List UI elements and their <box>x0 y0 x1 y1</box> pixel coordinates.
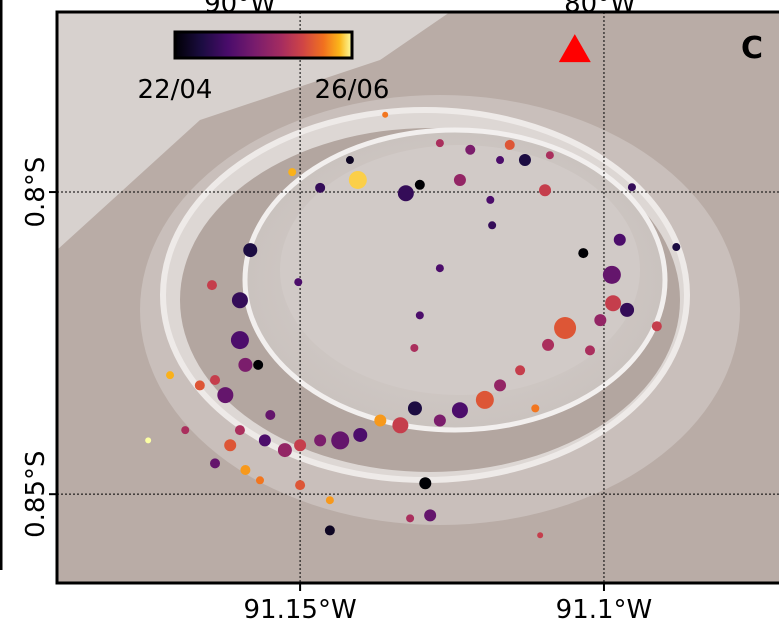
event-point <box>235 425 245 435</box>
event-point <box>415 180 425 190</box>
event-point <box>585 345 595 355</box>
event-point <box>496 156 504 164</box>
y-tick-label: 0.8°S <box>21 157 51 228</box>
event-point <box>210 375 220 385</box>
event-point <box>628 183 636 191</box>
event-point <box>406 514 414 522</box>
event-point <box>542 339 554 351</box>
event-point <box>531 404 539 412</box>
event-point <box>488 221 496 229</box>
event-point <box>210 458 220 468</box>
event-point <box>620 303 634 317</box>
event-point <box>224 439 236 451</box>
event-point <box>416 311 424 319</box>
event-point <box>476 391 494 409</box>
event-point <box>346 156 354 164</box>
event-point <box>515 365 525 375</box>
event-point <box>578 248 588 258</box>
event-point <box>295 480 305 490</box>
event-point <box>243 243 257 257</box>
event-point <box>256 476 264 484</box>
event-point <box>603 266 621 284</box>
event-point <box>454 174 466 186</box>
event-point <box>288 168 296 176</box>
event-point <box>181 426 189 434</box>
map-figure: C 90°W 80°W 91.15°W 91.1°W 0.8°S 0.85°S 22/0… <box>0 0 779 621</box>
event-point <box>349 171 367 189</box>
event-point <box>505 140 515 150</box>
colorbar-tick-label: 26/06 <box>315 75 390 105</box>
top-axis-label: 80°W <box>564 0 636 19</box>
event-point <box>331 431 349 449</box>
event-point <box>166 371 174 379</box>
event-point <box>325 525 335 535</box>
event-point <box>652 321 662 331</box>
event-point <box>195 380 205 390</box>
event-point <box>392 417 408 433</box>
y-tick-label: 0.85°S <box>21 450 51 537</box>
event-point <box>410 344 418 352</box>
event-point <box>465 145 475 155</box>
event-point <box>314 434 326 446</box>
event-point <box>265 410 275 420</box>
event-point <box>539 184 551 196</box>
colorbar-tick-label: 22/04 <box>138 75 213 105</box>
event-point <box>398 185 414 201</box>
event-point <box>594 314 606 326</box>
event-point <box>452 402 468 418</box>
event-point <box>374 414 386 426</box>
event-point <box>672 243 680 251</box>
event-point <box>207 280 217 290</box>
event-point <box>253 360 263 370</box>
event-point <box>408 401 422 415</box>
event-point <box>217 387 233 403</box>
x-tick-label: 91.1°W <box>556 595 653 621</box>
event-point <box>436 264 444 272</box>
event-point <box>519 154 531 166</box>
event-point <box>278 443 292 457</box>
event-point <box>294 278 302 286</box>
event-point <box>382 112 388 118</box>
event-point <box>424 509 436 521</box>
top-axis-label: 90°W <box>204 0 276 19</box>
event-point <box>232 292 248 308</box>
event-point <box>238 358 252 372</box>
event-point <box>546 151 554 159</box>
event-point <box>614 234 626 246</box>
event-point <box>231 331 249 349</box>
event-point <box>436 139 444 147</box>
event-point <box>145 437 151 443</box>
panel-label: C <box>741 31 763 66</box>
event-point <box>315 183 325 193</box>
event-point <box>419 477 431 489</box>
event-point <box>494 379 506 391</box>
event-point <box>605 295 621 311</box>
event-point <box>353 428 367 442</box>
event-point <box>294 439 306 451</box>
event-point <box>434 414 446 426</box>
event-point <box>554 317 576 339</box>
event-point <box>486 196 494 204</box>
event-point <box>240 465 250 475</box>
event-point <box>259 434 271 446</box>
event-point <box>537 532 543 538</box>
x-tick-label: 91.15°W <box>244 595 357 621</box>
colorbar <box>175 32 352 58</box>
event-point <box>326 496 334 504</box>
